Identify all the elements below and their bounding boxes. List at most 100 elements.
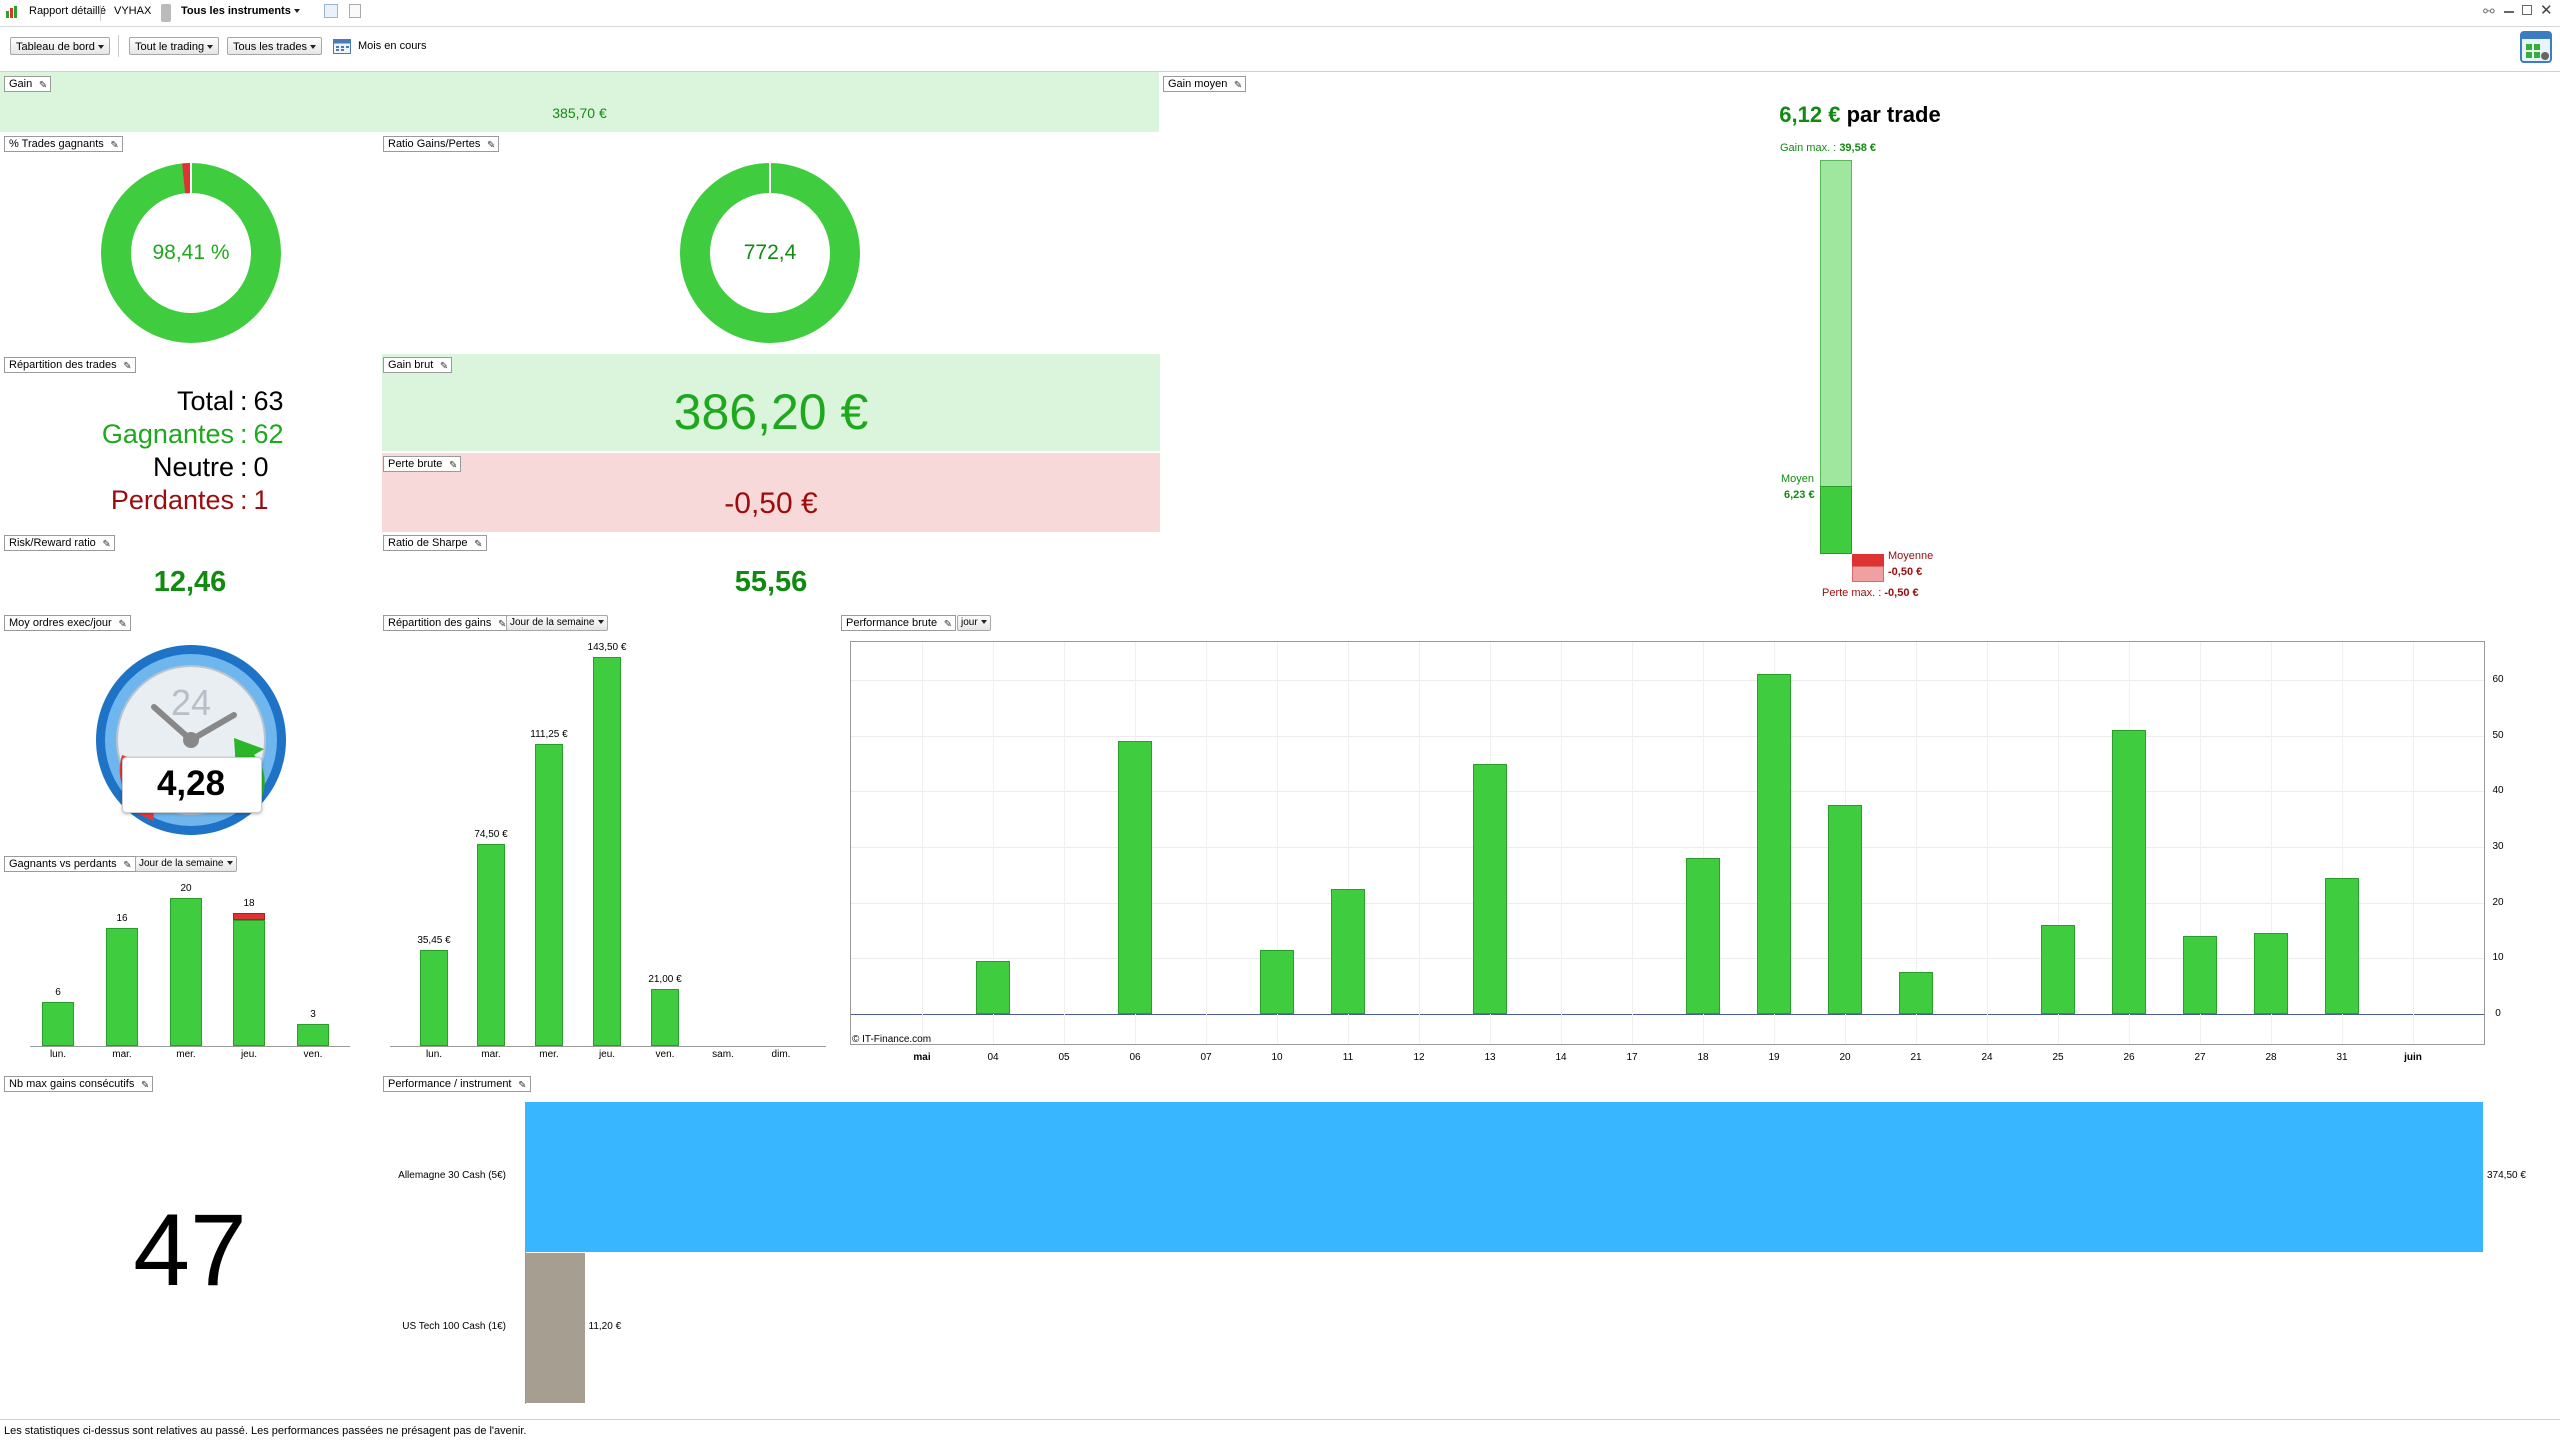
gain-widget-label[interactable]: Gain✎	[4, 76, 51, 92]
max-consec-widget-label[interactable]: Nb max gains consécutifs✎	[4, 1076, 153, 1092]
gain-bar	[420, 950, 448, 1046]
x-tick-label: mar.	[102, 1049, 142, 1060]
y-tick-label: 50	[2488, 730, 2508, 741]
loss-max-bar	[1852, 566, 1884, 582]
gain-panel	[0, 72, 1159, 132]
footer: Les statistiques ci-dessus sont relative…	[0, 1419, 2560, 1441]
dashboard-dropdown[interactable]: Tableau de bord	[10, 37, 110, 55]
perf-brute-dropdown[interactable]: jour	[957, 615, 991, 631]
perte-brute-widget-label[interactable]: Perte brute✎	[383, 456, 461, 472]
win-bar	[106, 928, 138, 1046]
y-tick-label: 10	[2488, 952, 2508, 963]
instrument-selector[interactable]: Tous les instruments	[181, 5, 300, 17]
x-tick-label: 31	[2322, 1052, 2362, 1063]
ratio-gp-widget-label[interactable]: Ratio Gains/Pertes✎	[383, 136, 499, 152]
app-icon	[5, 5, 19, 19]
ratio-gp-value: 772,4	[679, 241, 861, 265]
close-icon[interactable]: ✕	[2540, 1, 2553, 19]
y-tick-label: 60	[2488, 674, 2508, 685]
perf-brute-widget-label[interactable]: Performance brute✎	[841, 615, 956, 631]
neutral-label: Neutre	[0, 451, 234, 484]
x-tick-label: 06	[1115, 1052, 1155, 1063]
gain-brut-value: 386,20 €	[382, 383, 1160, 441]
sharpe-widget-label[interactable]: Ratio de Sharpe✎	[383, 535, 487, 551]
gain-moyen-suffix: par trade	[1847, 102, 1941, 127]
perf-bar	[1260, 950, 1294, 1014]
gain-brut-widget-label[interactable]: Gain brut✎	[383, 357, 452, 373]
x-tick-label: 11	[1328, 1052, 1368, 1063]
trading-dropdown[interactable]: Tout le trading	[129, 37, 219, 55]
ordres-widget-label[interactable]: Moy ordres exec/jour✎	[4, 615, 131, 631]
dashboard-settings-icon[interactable]	[2520, 31, 2552, 63]
x-tick-label: lun.	[414, 1049, 454, 1060]
period-label[interactable]: Mois en cours	[358, 40, 426, 52]
avg-gain-bar	[1820, 486, 1852, 554]
x-tick-label: 18	[1683, 1052, 1723, 1063]
x-tick-label: mai	[902, 1052, 942, 1063]
v-gridline	[922, 642, 923, 1044]
pin-icon[interactable]: ✎	[123, 858, 131, 873]
rep-gains-dropdown[interactable]: Jour de la semaine	[506, 615, 608, 631]
gv-axis	[30, 1046, 350, 1047]
x-tick-label: 13	[1470, 1052, 1510, 1063]
pin-icon[interactable]: ✎	[449, 458, 457, 473]
gain-bar	[535, 744, 563, 1046]
perf-instr-widget-label[interactable]: Performance / instrument✎	[383, 1076, 531, 1092]
minimize-icon[interactable]	[2504, 11, 2514, 13]
gain-moyen-widget-label[interactable]: Gain moyen✎	[1163, 76, 1246, 92]
gridline	[851, 791, 2484, 792]
y-tick-label: 0	[2488, 1008, 2508, 1019]
v-gridline	[1561, 642, 1562, 1044]
pin-icon[interactable]: ✎	[440, 359, 448, 374]
loss-max-label: Perte max. : -0,50 €	[1822, 587, 1919, 599]
instrument-value: 11,20 €	[589, 1321, 622, 1332]
account-label[interactable]: VYHAX	[114, 5, 151, 17]
pin-icon[interactable]: ✎	[39, 78, 47, 93]
perf-bar	[1118, 741, 1152, 1014]
gain-value: 385,70 €	[0, 105, 1159, 121]
report-tab[interactable]: Rapport détaillé	[29, 5, 106, 17]
perf-bar	[2041, 925, 2075, 1014]
gv-dropdown[interactable]: Jour de la semaine	[135, 856, 237, 872]
x-tick-label: ven.	[293, 1049, 333, 1060]
sharpe-value: 55,56	[382, 566, 1160, 599]
bar-label: 35,45 €	[404, 935, 464, 946]
share-icon[interactable]: ⚯	[2483, 3, 2495, 20]
pin-icon[interactable]: ✎	[487, 138, 495, 153]
gain-max-label: Gain max. : 39,58 €	[1780, 142, 1876, 154]
avg-loss-bar	[1852, 554, 1884, 566]
pin-icon[interactable]: ✎	[141, 1078, 149, 1093]
window-icon[interactable]	[324, 4, 338, 18]
gv-widget-label[interactable]: Gagnants vs perdants✎	[4, 856, 136, 872]
instrument-bar	[526, 1253, 585, 1403]
pin-icon[interactable]: ✎	[474, 537, 482, 552]
maximize-icon[interactable]	[2522, 5, 2532, 15]
account-selector-icon[interactable]	[161, 4, 171, 22]
rep-gains-widget-label[interactable]: Répartition des gains✎	[383, 615, 510, 631]
trades-dropdown[interactable]: Tous les trades	[227, 37, 322, 55]
calendar-icon[interactable]	[333, 37, 351, 54]
gain-moyen-value: 6,12 €	[1779, 102, 1840, 127]
pin-icon[interactable]: ✎	[118, 617, 126, 632]
pin-icon[interactable]: ✎	[1234, 78, 1242, 93]
x-tick-label: mer.	[529, 1049, 569, 1060]
gridline	[851, 736, 2484, 737]
repartition-widget-label[interactable]: Répartition des trades✎	[4, 357, 136, 373]
bar-label: 74,50 €	[461, 829, 521, 840]
total-label: Total	[0, 385, 234, 418]
neutral-value: 0	[254, 451, 269, 484]
copy-icon[interactable]	[349, 4, 361, 18]
win-bar	[233, 920, 265, 1046]
pin-icon[interactable]: ✎	[102, 537, 110, 552]
gridline	[851, 1014, 2484, 1015]
repartition-list: Total:63 Gagnantes:62 Neutre:0 Perdantes…	[0, 385, 380, 517]
rr-widget-label[interactable]: Risk/Reward ratio✎	[4, 535, 115, 551]
x-tick-label: 21	[1896, 1052, 1936, 1063]
pin-icon[interactable]: ✎	[518, 1078, 526, 1093]
pin-icon[interactable]: ✎	[944, 617, 952, 632]
x-tick-label: 20	[1825, 1052, 1865, 1063]
pct-winning-widget-label[interactable]: % Trades gagnants✎	[4, 136, 123, 152]
pin-icon[interactable]: ✎	[110, 138, 118, 153]
bar-label: 3	[293, 1009, 333, 1020]
pin-icon[interactable]: ✎	[123, 359, 131, 374]
